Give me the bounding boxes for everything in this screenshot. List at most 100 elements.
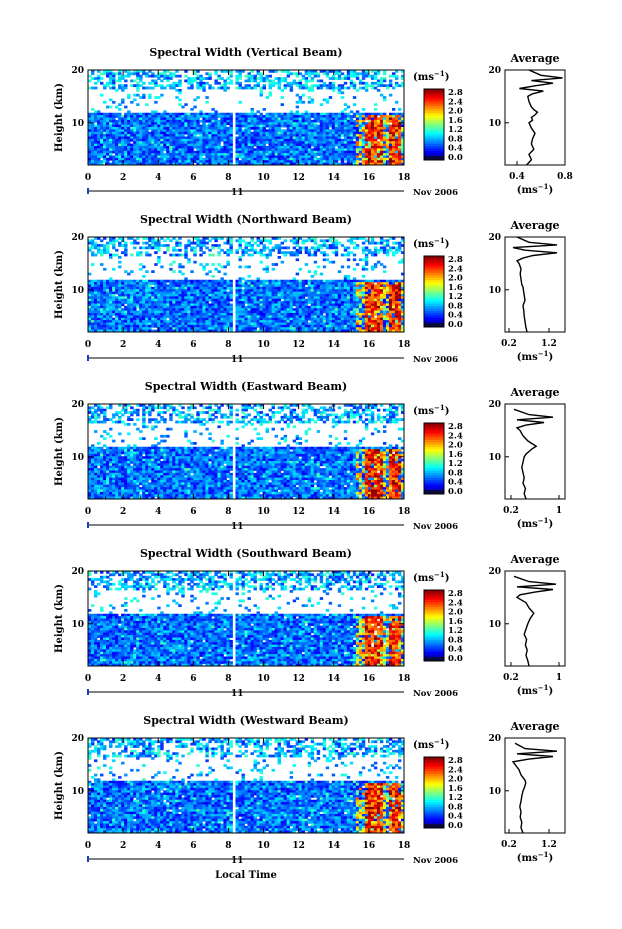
colorbar-band: [424, 141, 444, 144]
colorbar-tick-label: 2.0: [448, 274, 463, 284]
profile-x-tick-label: 1.2: [541, 339, 557, 349]
colorbar-band: [424, 270, 444, 273]
profile-frame: [504, 570, 566, 667]
colorbar-band: [424, 475, 444, 478]
y-tick-label: 10: [71, 620, 84, 630]
profile-title: Average: [509, 219, 559, 232]
x-tick-label: 6: [190, 674, 196, 684]
colorbar-band: [424, 119, 444, 123]
colorbar-tick-label: 1.6: [448, 617, 463, 627]
profile-units-exponent: −1: [538, 182, 549, 191]
colorbar-tick-label: 1.2: [448, 125, 463, 135]
colorbar-band: [424, 138, 444, 142]
colorbar-band: [424, 630, 444, 633]
colorbar-band: [424, 799, 444, 803]
colorbar-band: [424, 303, 444, 307]
date-label: Nov 2006: [413, 856, 458, 866]
x-tick-label: 0: [85, 340, 91, 350]
x-tick-label: 8: [225, 173, 231, 183]
heatmap-cells: [88, 70, 405, 166]
colorbar-tick-label: 2.8: [448, 422, 463, 432]
units-label: (ms−1): [413, 737, 449, 751]
colorbar-band: [424, 594, 444, 598]
y-tick-label: 10: [71, 286, 84, 296]
colorbar-band: [424, 133, 444, 137]
x-tick-label: 14: [328, 507, 341, 517]
colorbar-band: [424, 308, 444, 311]
colorbar-band: [424, 103, 444, 106]
colorbar-band: [424, 601, 444, 605]
colorbar-band: [424, 637, 444, 641]
units-close: ): [445, 72, 450, 83]
day-label: 11: [231, 522, 244, 532]
x-tick-label: 6: [190, 507, 196, 517]
profile-x-tick-label: 0.2: [501, 840, 517, 850]
units-exponent: −1: [434, 403, 445, 412]
colorbar-tick-label: 2.4: [448, 264, 463, 274]
colorbar-band: [424, 272, 444, 276]
y-tick-label: 10: [71, 453, 84, 463]
colorbar-band: [424, 441, 444, 445]
x-tick-label: 2: [120, 841, 126, 851]
x-tick-label: 6: [190, 173, 196, 183]
profile-x-tick-label: 1.2: [541, 840, 557, 850]
colorbar: 2.82.42.01.61.20.80.40.0: [423, 422, 463, 497]
colorbar-band: [424, 93, 444, 97]
x-tick-label: 16: [363, 507, 376, 517]
colorbar-band: [424, 806, 444, 810]
colorbar-tick-label: 2.4: [448, 431, 463, 441]
colorbar-band: [424, 646, 444, 650]
profile-units-text: (ms: [517, 853, 538, 864]
colorbar-band: [424, 592, 444, 596]
colorbar-band: [424, 423, 444, 426]
colorbar-band: [424, 599, 444, 603]
colorbar-band: [424, 107, 444, 111]
profile-units-text: (ms: [517, 686, 538, 697]
x-tick-label: 2: [120, 674, 126, 684]
day-label: 11: [231, 689, 244, 699]
colorbar-tick-label: 0.0: [448, 654, 463, 664]
units-exponent: −1: [434, 570, 445, 579]
colorbar-tick-label: 1.2: [448, 292, 463, 302]
colorbar-band: [424, 761, 444, 765]
colorbar-tick-label: 2.0: [448, 775, 463, 785]
profile-units-exponent: −1: [538, 349, 549, 358]
colorbar-tick-label: 0.0: [448, 153, 463, 163]
units-exponent: −1: [434, 69, 445, 78]
colorbar-band: [424, 282, 444, 285]
colorbar-band: [424, 768, 444, 772]
colorbar-tick-label: 2.0: [448, 608, 463, 618]
units-exponent: −1: [434, 737, 445, 746]
x-tick-label: 8: [225, 674, 231, 684]
x-tick-label: 0: [85, 841, 91, 851]
profile-x-label: (ms−1): [517, 850, 553, 864]
colorbar-tick-label: 1.2: [448, 459, 463, 469]
x-tick-label: 14: [328, 674, 341, 684]
day-label: 11: [231, 188, 244, 198]
colorbar-band: [424, 91, 444, 95]
colorbar-band: [424, 112, 444, 116]
colorbar-band: [424, 780, 444, 784]
colorbar-band: [424, 456, 444, 459]
profile-units-text: (ms: [517, 185, 538, 196]
colorbar-band: [424, 453, 444, 457]
colorbar-tick-label: 0.4: [448, 478, 463, 488]
y-tick-label: 10: [71, 787, 84, 797]
x-tick-label: 8: [225, 841, 231, 851]
colorbar-band: [424, 820, 444, 824]
colorbar-band: [424, 293, 444, 297]
colorbar-band: [424, 634, 444, 638]
colorbar-band: [424, 305, 444, 309]
colorbar-band: [424, 319, 444, 323]
profile-units-close: ): [548, 352, 553, 363]
x-tick-label: 4: [155, 507, 161, 517]
colorbar-band: [424, 618, 444, 622]
colorbar-band: [424, 477, 444, 481]
x-tick-label: 6: [190, 340, 196, 350]
profile-x-label: (ms−1): [517, 516, 553, 530]
colorbar-band: [424, 100, 444, 104]
colorbar-floor: [424, 156, 444, 160]
x-tick-label: 10: [257, 507, 270, 517]
x-tick-label: 12: [292, 674, 305, 684]
x-tick-label: 2: [120, 340, 126, 350]
